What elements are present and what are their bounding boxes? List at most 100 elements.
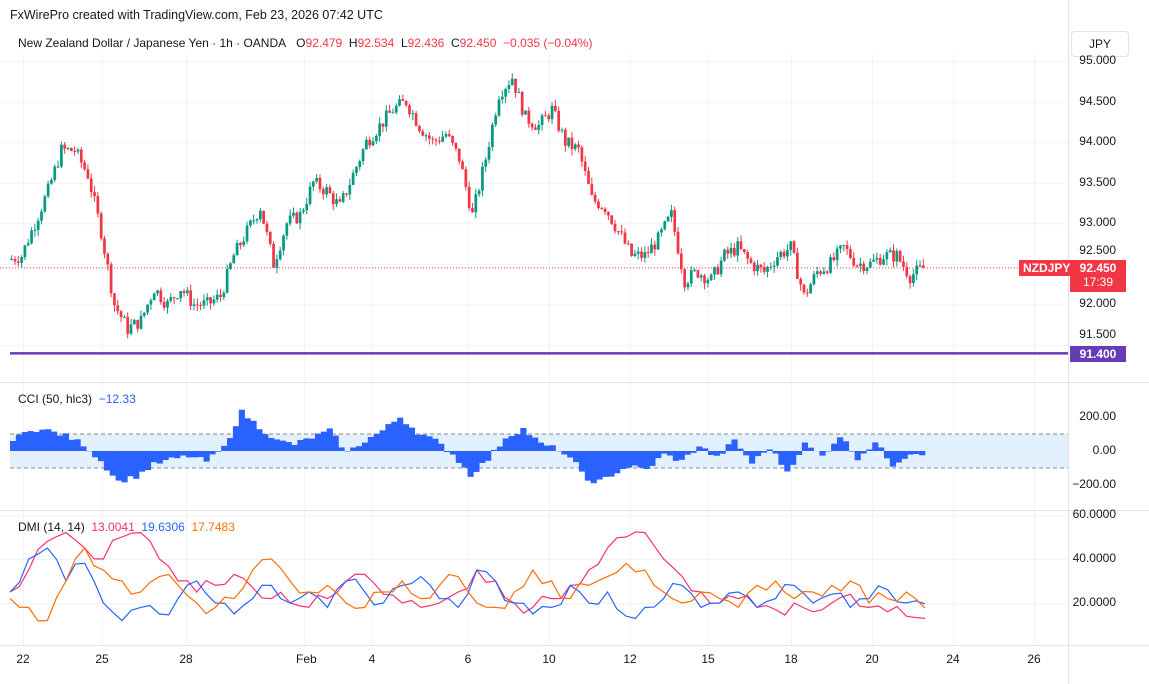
candle-body — [620, 231, 624, 233]
horizontal-line-tag[interactable]: 91.400 — [1070, 346, 1126, 362]
candle-body — [248, 220, 252, 226]
candle-body — [547, 115, 551, 120]
high-label: H — [348, 36, 358, 50]
candle-body — [258, 210, 262, 220]
candle-body — [404, 100, 408, 106]
candle-body — [63, 144, 67, 149]
candle-body — [835, 248, 839, 261]
candle-body — [769, 266, 773, 268]
cci-bar — [473, 451, 480, 472]
cci-bar — [620, 451, 627, 470]
candle-body — [786, 250, 789, 257]
candle-body — [607, 211, 610, 216]
candle-body — [252, 220, 256, 222]
candle-body — [219, 294, 222, 298]
candle-body — [414, 113, 418, 126]
candle-body — [242, 241, 246, 246]
cci-bar — [790, 451, 797, 465]
cci-bar — [338, 447, 345, 451]
candle-body — [388, 110, 391, 113]
candle-body — [497, 99, 501, 116]
cci-bar — [537, 442, 545, 451]
cci-bar — [514, 434, 521, 451]
candle-body — [852, 257, 856, 266]
candle-body — [550, 105, 554, 120]
candle-body — [338, 199, 342, 202]
x-tick-label: 22 — [16, 652, 30, 666]
pane-separator — [0, 645, 1149, 646]
candle-body — [570, 137, 574, 149]
candle-body — [895, 251, 899, 262]
cci-bar — [678, 451, 685, 460]
cci-bar — [737, 448, 744, 451]
candle-body — [882, 259, 885, 265]
candle-body — [99, 213, 103, 239]
cci-bar — [901, 451, 908, 459]
candle-body — [431, 138, 435, 140]
candle-body — [491, 124, 494, 147]
candle-body — [272, 243, 275, 268]
cci-bar — [191, 451, 198, 458]
candle-body — [123, 316, 126, 318]
candle-body — [156, 290, 159, 294]
candle-body — [348, 184, 352, 195]
candle-body — [809, 284, 812, 294]
vertical-gridline — [1034, 55, 1035, 645]
candle-body — [199, 305, 202, 307]
cci-bar — [866, 449, 873, 451]
close-label: C — [451, 36, 460, 50]
open-value: 92.479 — [305, 36, 343, 50]
candle-body — [179, 291, 183, 299]
cci-bar — [315, 433, 322, 451]
price-tick-label: 94.000 — [1079, 134, 1116, 149]
candle-body — [812, 274, 816, 285]
candle-body — [298, 211, 302, 224]
candle-body — [318, 177, 322, 190]
cci-bar — [180, 451, 187, 456]
cci-bar — [109, 451, 116, 476]
candle-body — [205, 297, 209, 301]
low-value: 92.436 — [407, 36, 445, 50]
cci-bar — [150, 451, 157, 463]
vertical-gridline — [23, 55, 24, 645]
cci-bar — [115, 451, 122, 481]
price-tick-label: 92.000 — [1079, 296, 1116, 311]
candle-body — [288, 215, 292, 224]
candle-body — [832, 257, 836, 261]
candle-body — [670, 210, 673, 217]
candle-body — [30, 230, 33, 244]
candle-body — [921, 265, 925, 268]
candle-body — [696, 270, 700, 278]
candle-body — [616, 231, 620, 233]
vertical-gridline — [186, 55, 187, 645]
cci-bar — [795, 451, 803, 455]
vertical-gridline — [630, 55, 631, 645]
candle-body — [368, 139, 372, 146]
candle-body — [537, 124, 541, 130]
horizontal-gridline — [0, 344, 1068, 346]
candle-body — [676, 231, 680, 254]
cci-bar — [608, 451, 615, 477]
candle-body — [567, 137, 570, 146]
currency-button[interactable]: JPY — [1071, 31, 1129, 57]
cci-bar — [273, 439, 281, 451]
cci-bar — [848, 451, 855, 452]
horizontal-gridline — [0, 559, 1068, 560]
price-tick-label: 92.500 — [1079, 242, 1116, 257]
candle-body — [172, 297, 176, 299]
candle-body — [76, 149, 80, 152]
candle-body — [643, 252, 647, 258]
candle-body — [209, 297, 212, 304]
cci-bar — [649, 451, 656, 466]
dmi-legend: DMI (14, 14) 13.0041 19.6306 17.7483 — [18, 520, 235, 534]
candle-body — [408, 105, 411, 115]
candle-body — [500, 96, 504, 100]
candle-body — [494, 115, 498, 125]
candle-body — [789, 241, 793, 251]
candle-body — [683, 269, 687, 288]
plus-di-line — [9, 547, 926, 622]
adx-value: 13.0041 — [91, 520, 135, 534]
cci-bar — [819, 451, 826, 456]
